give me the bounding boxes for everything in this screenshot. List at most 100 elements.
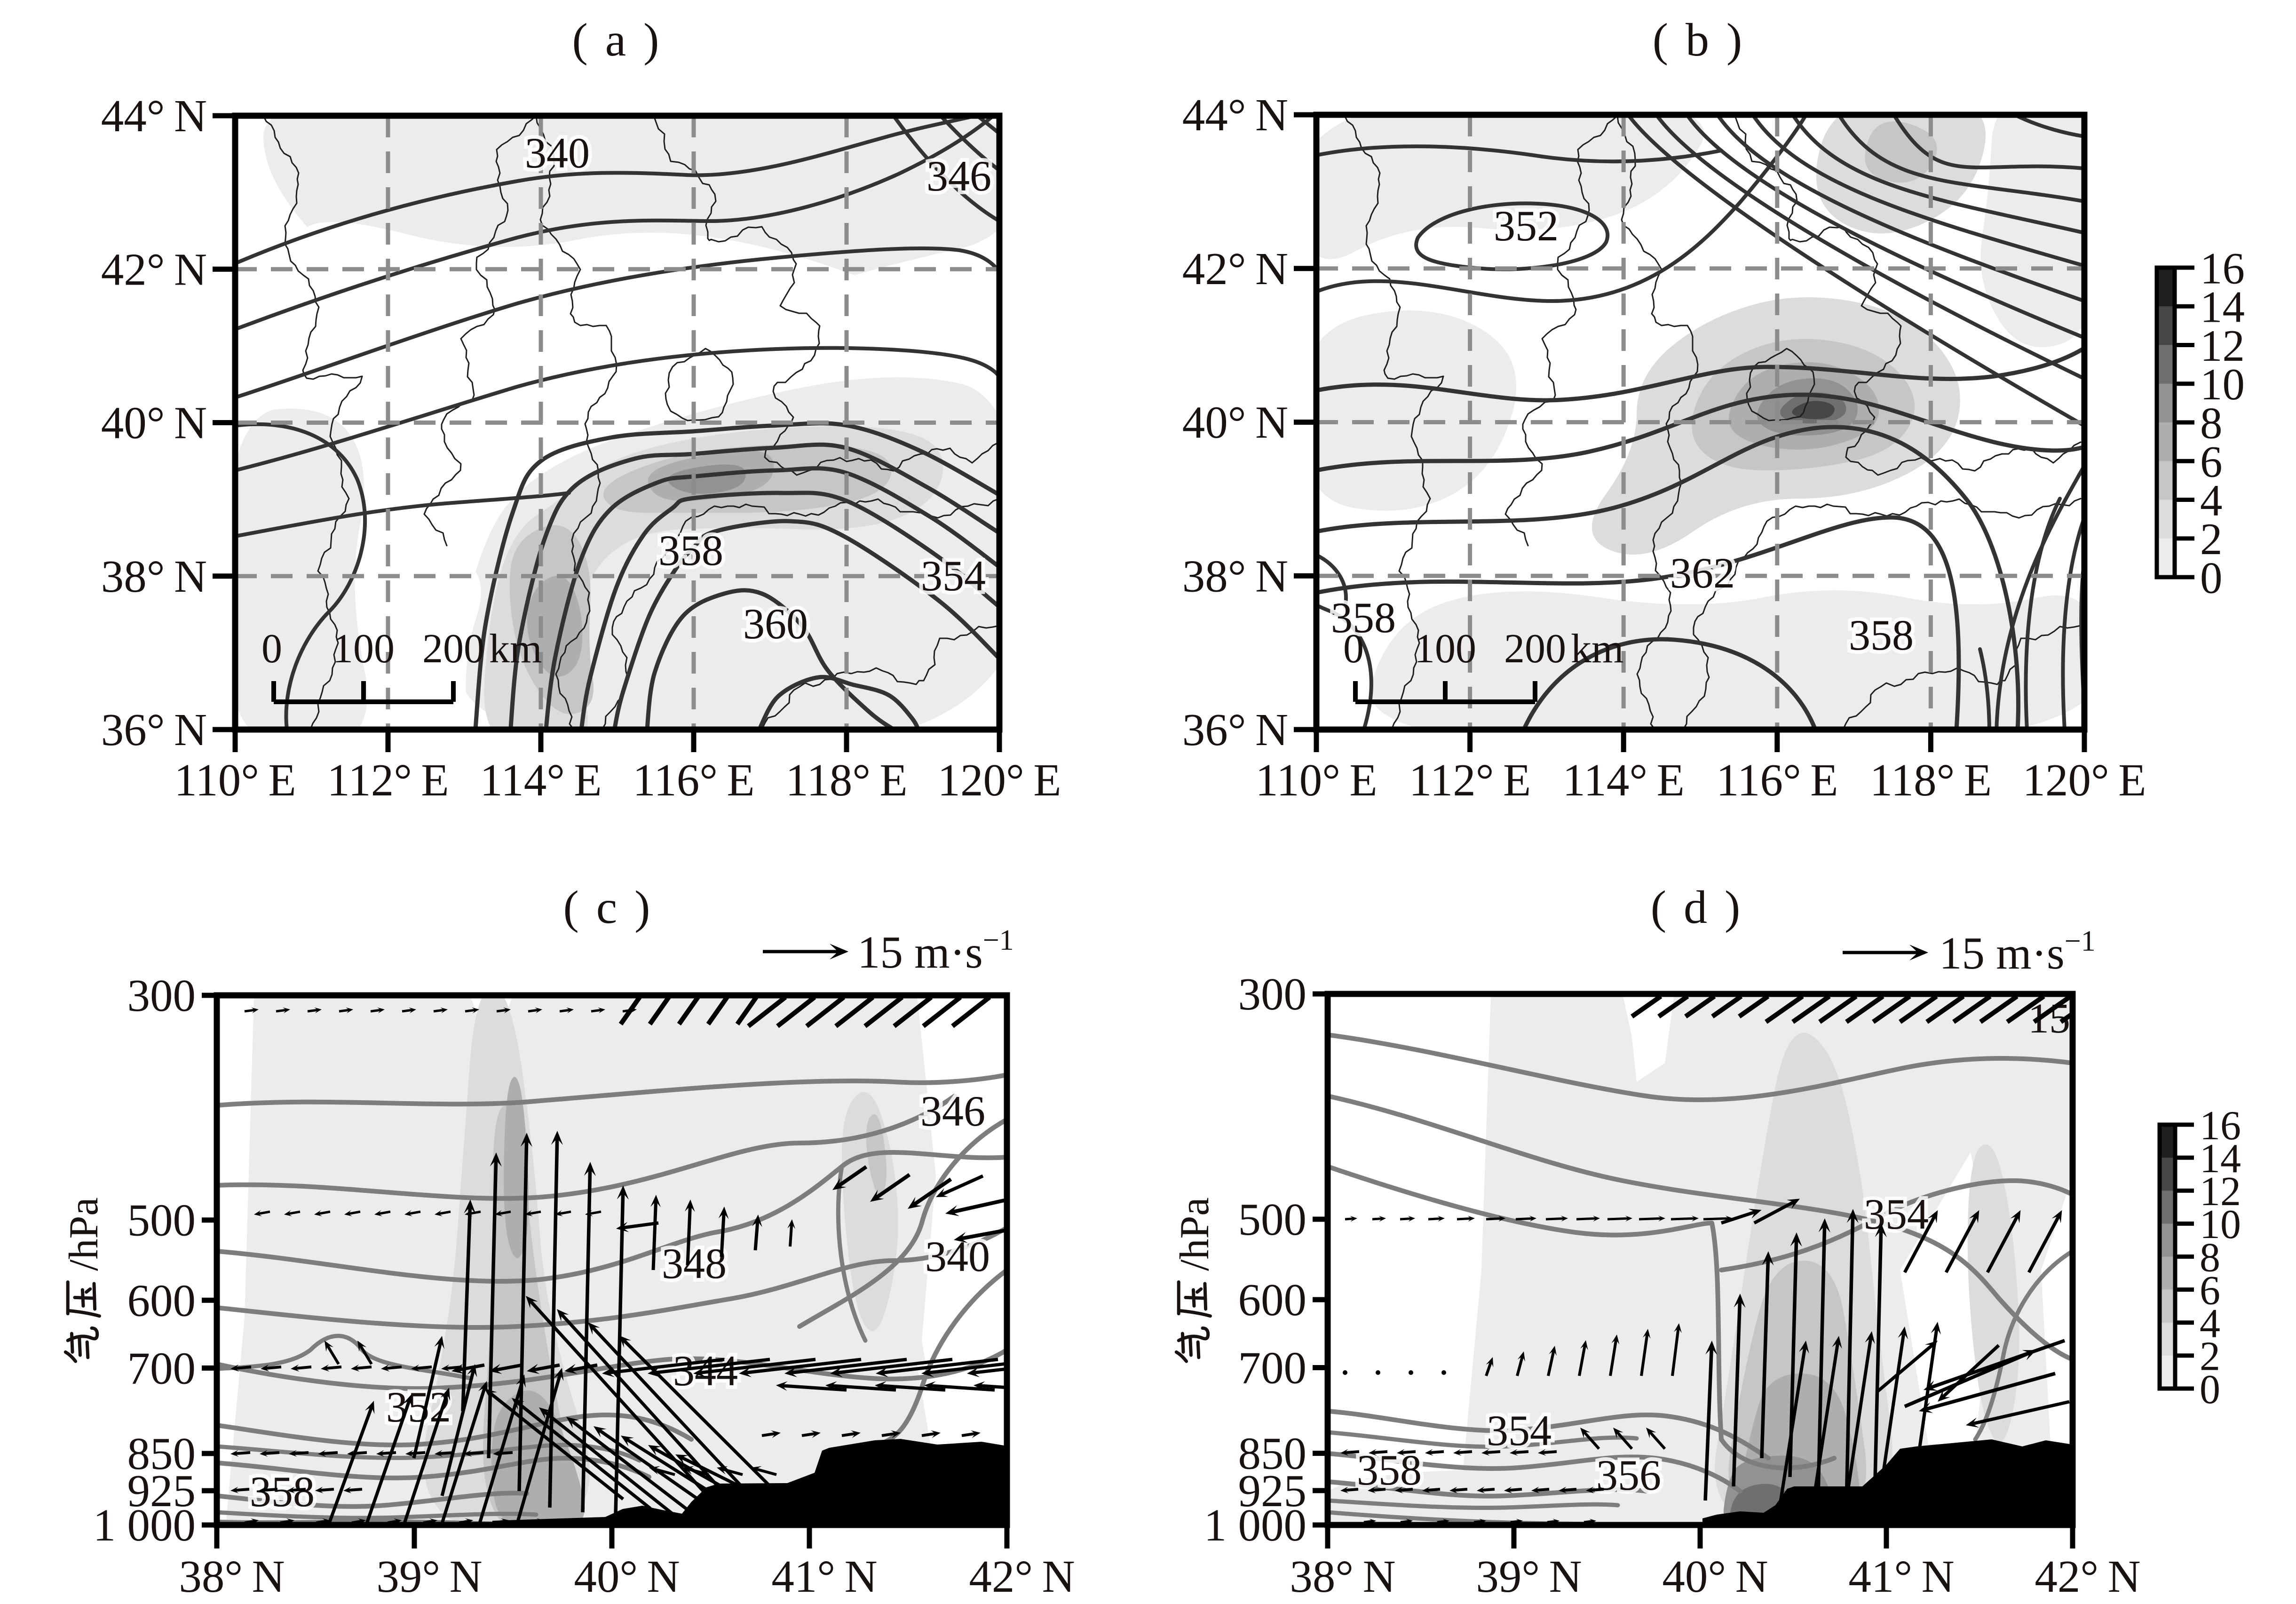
svg-text:6: 6 — [2200, 437, 2223, 487]
svg-text:700: 700 — [127, 1343, 196, 1393]
svg-text:600: 600 — [127, 1275, 196, 1326]
svg-text:( c ): ( c ) — [563, 881, 653, 933]
svg-text:340: 340 — [525, 129, 590, 177]
svg-text:4: 4 — [2200, 1301, 2220, 1347]
svg-text:358: 358 — [250, 1468, 315, 1516]
svg-text:925: 925 — [1238, 1466, 1307, 1516]
svg-text:km: km — [489, 626, 542, 672]
svg-text:8: 8 — [2200, 1235, 2220, 1280]
svg-text:( d ): ( d ) — [1651, 881, 1743, 933]
svg-text:0: 0 — [261, 626, 282, 672]
svg-text:118° E: 118° E — [785, 755, 907, 805]
svg-text:348: 348 — [662, 1239, 727, 1287]
svg-text:40° N: 40° N — [101, 398, 207, 448]
svg-text:10: 10 — [2200, 1202, 2241, 1247]
svg-text:14: 14 — [2200, 1136, 2241, 1182]
svg-text:44° N: 44° N — [101, 91, 207, 141]
svg-text:38° N: 38° N — [101, 551, 207, 602]
svg-text:42° N: 42° N — [101, 244, 207, 294]
svg-text:354: 354 — [1864, 1190, 1929, 1238]
svg-text:1 000: 1 000 — [93, 1500, 196, 1550]
svg-text:360: 360 — [743, 600, 808, 648]
svg-text:500: 500 — [1238, 1194, 1307, 1245]
svg-text:358: 358 — [1331, 594, 1396, 642]
svg-text:354: 354 — [1864, 1190, 1929, 1238]
svg-text:346: 346 — [926, 152, 991, 200]
svg-text:358: 358 — [1331, 594, 1396, 642]
svg-text:/hPa: /hPa — [1172, 1198, 1218, 1271]
svg-text:346: 346 — [926, 152, 991, 200]
svg-text:110° E: 110° E — [1255, 755, 1377, 805]
svg-text:358: 358 — [1849, 611, 1914, 659]
svg-text:1 000: 1 000 — [1204, 1500, 1306, 1550]
svg-text:358: 358 — [658, 526, 723, 574]
svg-text:8: 8 — [2200, 398, 2223, 448]
svg-text:358: 358 — [658, 526, 723, 574]
svg-text:114° E: 114° E — [480, 755, 602, 805]
svg-text:346: 346 — [920, 1087, 985, 1135]
svg-text:118° E: 118° E — [1870, 755, 1992, 805]
svg-text:6: 6 — [2200, 1268, 2220, 1313]
svg-text:340: 340 — [525, 129, 590, 177]
svg-text:16: 16 — [2200, 243, 2245, 293]
svg-text:356: 356 — [1596, 1451, 1661, 1499]
svg-text:362: 362 — [1670, 549, 1735, 597]
svg-text:362: 362 — [1670, 549, 1735, 597]
svg-text:12: 12 — [2200, 321, 2245, 371]
svg-text:116° E: 116° E — [1716, 755, 1838, 805]
svg-text:358: 358 — [1357, 1446, 1422, 1494]
svg-text:300: 300 — [1238, 969, 1307, 1019]
svg-text:0: 0 — [2200, 1367, 2220, 1413]
svg-text:850: 850 — [127, 1429, 196, 1479]
svg-text:10: 10 — [2200, 359, 2245, 409]
svg-text:36° N: 36° N — [1182, 705, 1288, 755]
svg-text:100: 100 — [333, 626, 395, 672]
svg-text:km: km — [1571, 626, 1623, 672]
svg-text:358: 358 — [1849, 611, 1914, 659]
svg-text:2: 2 — [2200, 514, 2223, 564]
svg-text:( b ): ( b ) — [1653, 14, 1745, 66]
svg-text:850: 850 — [1238, 1429, 1307, 1479]
svg-text:44° N: 44° N — [1182, 90, 1288, 140]
svg-text:300: 300 — [127, 970, 196, 1021]
svg-text:42° N: 42° N — [969, 1551, 1075, 1602]
svg-text:16: 16 — [2200, 1103, 2241, 1149]
svg-text:360: 360 — [743, 600, 808, 648]
svg-text:0: 0 — [1343, 626, 1364, 672]
svg-text:346: 346 — [920, 1087, 985, 1135]
svg-text:120° E: 120° E — [2023, 755, 2146, 805]
svg-text:354: 354 — [1487, 1406, 1552, 1454]
svg-text:15 m·s−1: 15 m·s−1 — [1939, 925, 2096, 978]
svg-text:0: 0 — [2200, 553, 2223, 603]
svg-text:100: 100 — [1414, 626, 1476, 672]
svg-text:352: 352 — [386, 1383, 451, 1431]
svg-text:4: 4 — [2200, 476, 2223, 525]
svg-text:112° E: 112° E — [1409, 755, 1531, 805]
svg-text:925: 925 — [127, 1466, 196, 1516]
svg-text:2: 2 — [2200, 1334, 2220, 1380]
svg-text:( a ): ( a ) — [572, 14, 662, 66]
svg-text:114° E: 114° E — [1563, 755, 1685, 805]
svg-text:200: 200 — [422, 626, 484, 672]
svg-text:354: 354 — [921, 552, 986, 600]
svg-text:700: 700 — [1238, 1343, 1307, 1393]
svg-text:14: 14 — [2200, 282, 2245, 332]
svg-text:110° E: 110° E — [174, 755, 296, 805]
svg-text:41° N: 41° N — [771, 1551, 877, 1602]
svg-text:42° N: 42° N — [2035, 1551, 2140, 1602]
svg-text:600: 600 — [1238, 1275, 1307, 1325]
svg-text:39° N: 39° N — [376, 1551, 482, 1602]
svg-text:38° N: 38° N — [1290, 1551, 1395, 1602]
svg-text:38° N: 38° N — [1182, 551, 1288, 601]
svg-text:356: 356 — [1596, 1451, 1661, 1499]
svg-text:40° N: 40° N — [574, 1551, 680, 1602]
svg-text:348: 348 — [662, 1239, 727, 1287]
svg-text:38° N: 38° N — [179, 1551, 285, 1602]
svg-text:352: 352 — [386, 1383, 451, 1431]
svg-text:354: 354 — [921, 552, 986, 600]
svg-text:358: 358 — [250, 1468, 315, 1516]
svg-text:39° N: 39° N — [1476, 1551, 1582, 1602]
svg-text:112° E: 112° E — [327, 755, 449, 805]
svg-text:40° N: 40° N — [1182, 397, 1288, 448]
svg-text:352: 352 — [1494, 202, 1559, 250]
